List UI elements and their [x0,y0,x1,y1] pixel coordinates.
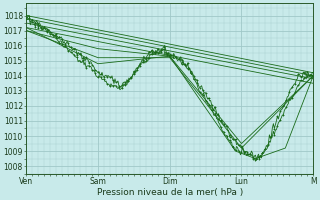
X-axis label: Pression niveau de la mer( hPa ): Pression niveau de la mer( hPa ) [97,188,243,197]
